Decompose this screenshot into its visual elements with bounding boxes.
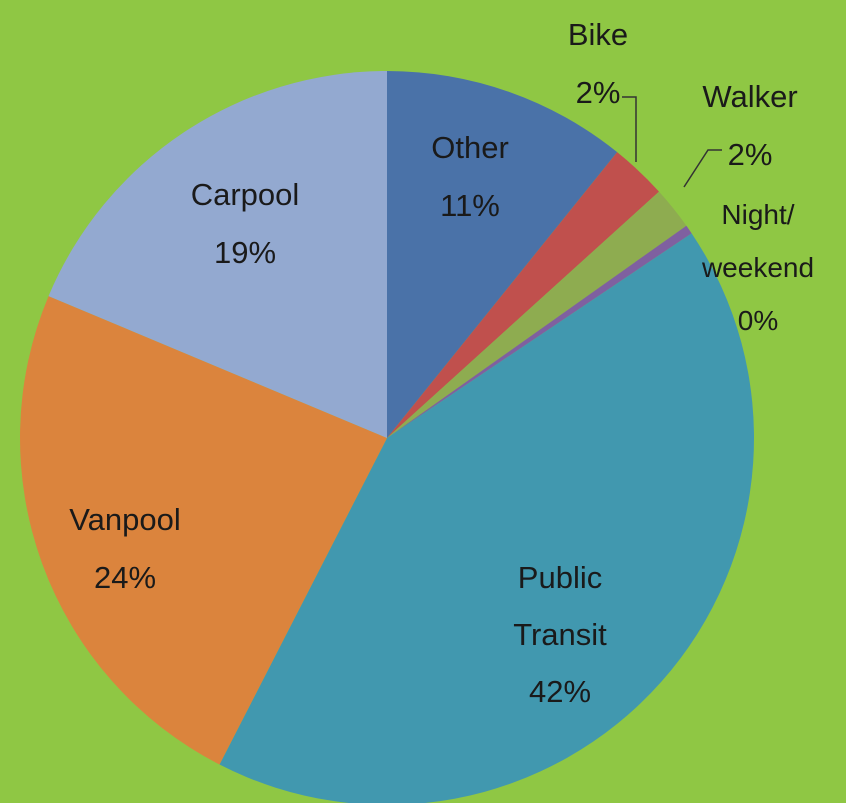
pie-slice xyxy=(19,296,387,765)
slice-label: Public Transit 42% xyxy=(485,549,635,720)
value-label: 42% xyxy=(528,674,592,709)
leader-line xyxy=(622,96,637,162)
category-label: Bike xyxy=(567,17,629,52)
pie-slice xyxy=(387,71,618,438)
pie-slice xyxy=(48,71,387,438)
pie-slice xyxy=(387,225,692,438)
pie-slice xyxy=(219,233,754,803)
value-label: 2% xyxy=(727,137,773,172)
category-label: Vanpool xyxy=(69,502,181,537)
slice-label: Bike 2% xyxy=(538,6,658,122)
category-label: Walker xyxy=(702,79,798,114)
category-label: Other xyxy=(431,130,509,165)
value-label: 0% xyxy=(737,305,779,336)
pie xyxy=(19,71,754,803)
value-label: 24% xyxy=(93,560,157,595)
slice-label: Other 11% xyxy=(390,119,550,235)
pie-slice xyxy=(387,152,660,438)
value-label: 19% xyxy=(213,235,277,270)
slice-label: Vanpool 24% xyxy=(25,491,225,607)
value-label: 2% xyxy=(575,75,621,110)
category-label: Public Transit xyxy=(513,560,607,652)
slice-label: Night/ weekend 0% xyxy=(683,188,833,347)
pie-slice xyxy=(387,191,687,438)
slice-label: Walker 2% xyxy=(680,68,820,184)
category-label: Carpool xyxy=(190,177,300,212)
leader-line xyxy=(683,149,722,188)
category-label: Night/ weekend xyxy=(701,199,815,283)
value-label: 11% xyxy=(440,188,500,223)
slice-label: Carpool 19% xyxy=(145,166,345,282)
